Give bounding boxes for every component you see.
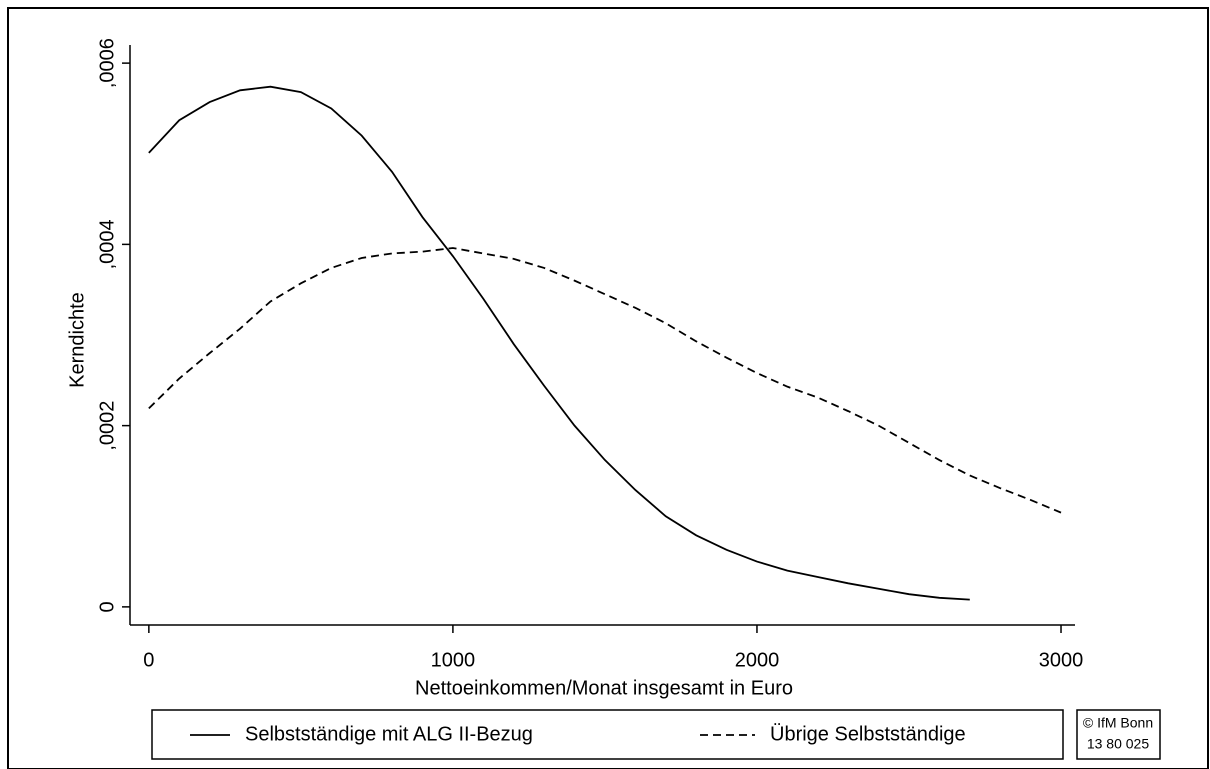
x-tick-label: 2000 [735,649,780,671]
line-series [148,247,1062,514]
legend-box [151,709,1064,760]
credit-code: 13 80 025 [1087,736,1149,752]
y-tick-label: 0 [96,601,118,612]
x-tick-label: 3000 [1039,649,1084,671]
y-axis-label: Kerndichte [66,292,88,388]
legend-label: Übrige Selbstständige [770,723,966,745]
x-axis-label: Nettoeinkommen/Monat insgesamt in Euro [415,677,793,699]
frame [7,7,1209,769]
y-tick-label: ,0002 [96,401,118,451]
credit-box [1076,709,1161,760]
credit: © IfM Bonn [1083,715,1153,731]
legend-label: Selbstständige mit ALG II-Bezug [245,723,533,745]
y-tick-label: ,0004 [96,219,118,269]
x-tick-label: 0 [143,649,154,671]
line-series [148,85,970,601]
y-tick-label: ,0006 [96,38,118,88]
x-tick-label: 1000 [431,649,476,671]
